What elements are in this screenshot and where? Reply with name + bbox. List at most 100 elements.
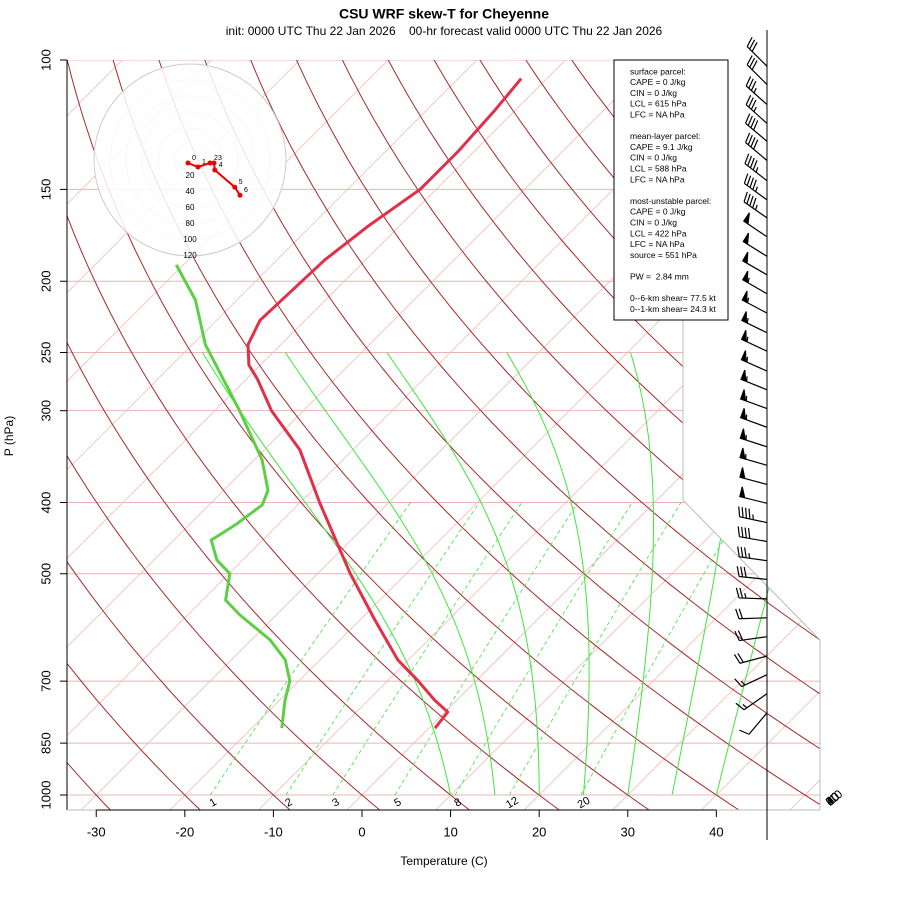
isotherm <box>67 60 478 810</box>
x-tick-label: -10 <box>264 824 283 839</box>
y-tick-label: 100 <box>38 49 53 71</box>
hodograph-ring-label: 60 <box>186 203 195 212</box>
mixing-ratio-line <box>509 502 682 796</box>
isotherm <box>523 60 820 810</box>
info-box <box>613 59 729 321</box>
mixing-ratio-line <box>580 502 746 796</box>
mixing-ratio-label: 12 <box>504 795 521 812</box>
hodograph-ring-label: 80 <box>186 219 195 228</box>
hodograph-height-label: 1 <box>202 159 206 166</box>
info-text: CAPE = 0 J/kg <box>630 207 686 217</box>
wind-barb <box>735 608 768 620</box>
y-tick-label: 400 <box>38 492 53 514</box>
mixing-ratio-line <box>394 502 579 796</box>
info-text: mean-layer parcel: <box>630 131 700 141</box>
moist-adiabat <box>201 352 452 796</box>
wind-barb <box>734 674 768 688</box>
info-text: LCL = 422 hPa <box>630 228 687 238</box>
wind-barb <box>737 546 768 562</box>
dry-adiabat <box>67 60 560 810</box>
x-axis-label: Temperature (C) <box>400 854 487 868</box>
dry-adiabat <box>339 60 820 810</box>
mixing-ratio-label: 5 <box>392 796 403 809</box>
wind-barb <box>742 212 768 238</box>
moist-adiabat <box>627 352 654 796</box>
wind-barb <box>736 566 768 581</box>
moist-adiabat <box>386 352 540 795</box>
wind-barb <box>739 428 768 448</box>
wind-barb <box>735 587 768 600</box>
info-text: LFC = NA hPa <box>630 239 685 249</box>
info-text: CIN = 0 J/kg <box>630 88 677 98</box>
mixing-ratio-label: 8 <box>452 796 463 809</box>
wind-barb <box>741 251 768 276</box>
wind-barb <box>746 55 768 85</box>
hodograph-point <box>185 160 191 166</box>
wind-barb <box>742 232 768 257</box>
dry-adiabat <box>705 60 820 810</box>
y-tick-label: 1000 <box>38 781 53 810</box>
x-tick-label: 10 <box>443 824 457 839</box>
wind-barb <box>739 447 768 466</box>
wind-barb <box>738 506 768 524</box>
mixing-ratio-label: 1 <box>208 796 219 809</box>
mixing-ratio-label: 20 <box>576 795 593 812</box>
wind-barb <box>743 191 768 219</box>
wind-barb <box>737 526 768 543</box>
dry-adiabat <box>67 60 201 810</box>
info-text: surface parcel: <box>630 66 686 76</box>
moist-adiabat <box>284 352 496 796</box>
isotherm <box>67 60 655 810</box>
info-text: LCL = 615 hPa <box>630 99 687 109</box>
info-text: CIN = 0 J/kg <box>630 153 677 163</box>
isotherm <box>67 60 566 810</box>
wind-barb <box>745 76 768 106</box>
wind-barb <box>740 369 768 391</box>
info-text: PW = 2.84 mm <box>630 271 689 281</box>
hodograph-point <box>195 164 201 170</box>
dry-adiabat <box>750 60 820 810</box>
wind-barb <box>739 408 768 428</box>
info-text: CIN = 0 J/kg <box>630 217 677 227</box>
info-text: 0--6-km shear= 77.5 kt <box>630 293 716 303</box>
info-text: CAPE = 0 J/kg <box>630 77 686 87</box>
wind-barb <box>740 350 768 372</box>
y-tick-label: 250 <box>38 342 53 364</box>
hodograph-point <box>237 192 243 198</box>
y-tick-label: 200 <box>38 270 53 292</box>
hodograph-height-label: 4 <box>219 162 223 169</box>
dry-adiabat <box>67 60 381 810</box>
dry-adiabat <box>248 60 820 810</box>
wind-barb <box>739 712 768 735</box>
wind-barb <box>740 330 768 352</box>
dry-adiabat <box>67 60 291 810</box>
dry-adiabat <box>294 60 820 810</box>
mixing-ratio-line <box>454 502 633 796</box>
info-text: CAPE = 9.1 J/kg <box>630 142 693 152</box>
x-tick-label: 40 <box>709 824 723 839</box>
hodograph-height-label: 3 <box>218 155 222 162</box>
mixing-ratio-line <box>285 502 480 796</box>
wind-barb <box>739 467 768 486</box>
dry-adiabat <box>202 60 820 810</box>
hodograph-point <box>211 160 217 166</box>
wind-barb <box>741 290 768 314</box>
wind-barb <box>746 37 768 67</box>
x-tick-label: 30 <box>621 824 635 839</box>
wind-barb <box>733 653 768 664</box>
isotherm <box>789 60 820 810</box>
sounding-line <box>246 77 523 730</box>
x-tick-label: 0 <box>358 824 365 839</box>
y-tick-label: 850 <box>38 732 53 754</box>
mixing-ratio-line <box>332 502 523 796</box>
wind-barb <box>739 486 768 504</box>
dry-adiabat <box>843 56 900 811</box>
dry-adiabat <box>796 60 820 810</box>
wind-barb <box>745 95 768 124</box>
isotherm <box>67 60 212 810</box>
hodograph-ring-label: 40 <box>186 187 195 196</box>
chart-title: CSU WRF skew-T for Cheyenne <box>339 6 549 22</box>
x-tick-label: 20 <box>532 824 546 839</box>
hodograph-height-label: 5 <box>239 179 243 186</box>
wind-barb <box>743 173 768 201</box>
